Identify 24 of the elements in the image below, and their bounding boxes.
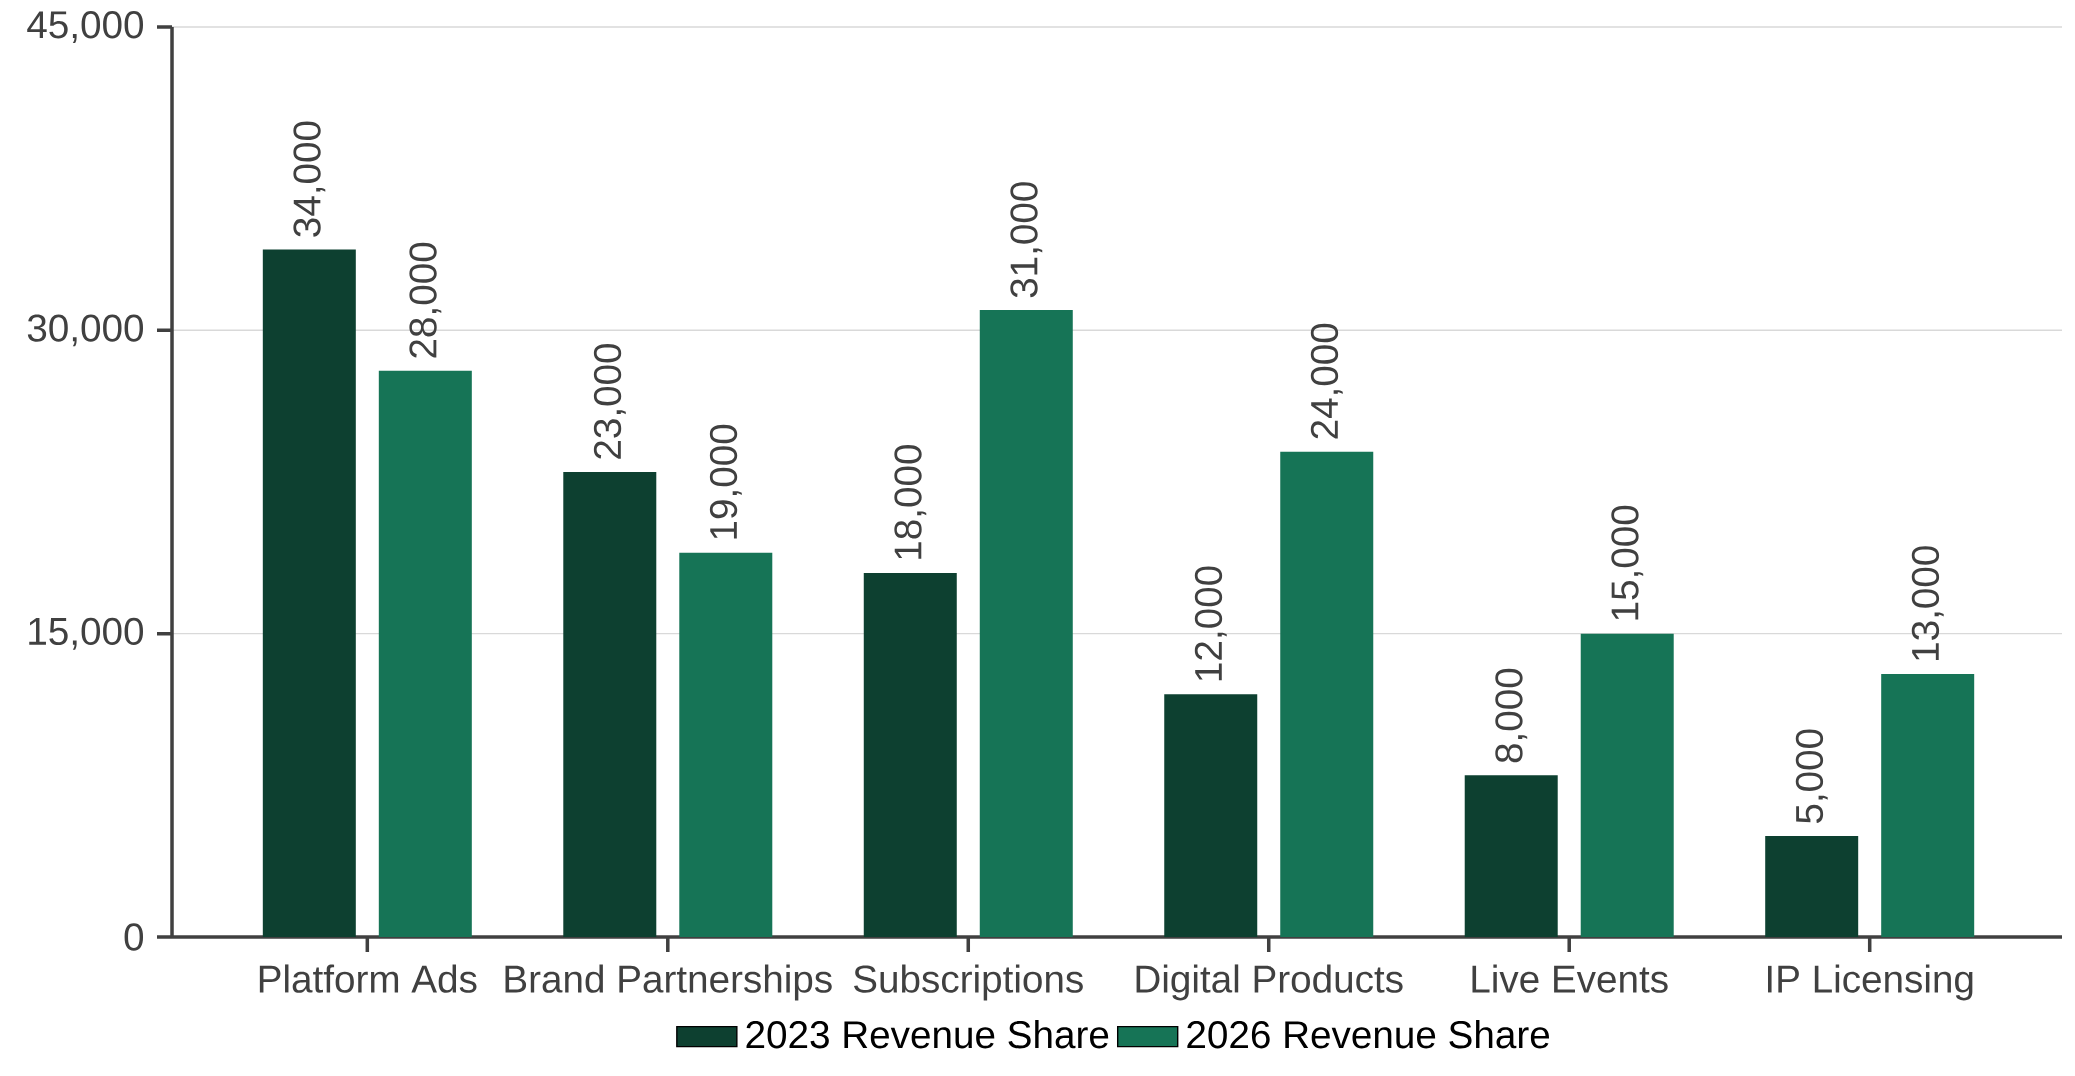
legend-label: 2023 Revenue Share: [746, 1020, 1109, 1049]
x-tick-label: Digital Products: [1136, 964, 1403, 1001]
y-tick-label: 15,000: [29, 617, 144, 650]
x-tick-label: IP Licensing: [1767, 964, 1973, 1001]
y-tick-label: 45,000: [27, 11, 144, 43]
data-label: 23,000: [593, 343, 626, 459]
x-tick-label: Platform Ads: [259, 964, 477, 993]
data-label: 5,000: [1795, 729, 1828, 824]
data-label: 34,000: [293, 121, 326, 237]
data-label: 13,000: [1911, 546, 1944, 660]
data-label: 15,000: [1611, 505, 1644, 620]
data-label: 24,000: [1310, 323, 1343, 439]
legend-label: 2026 Revenue Share: [1187, 1020, 1550, 1049]
data-label: 8,000: [1495, 668, 1528, 763]
x-tick-label: Subscriptions: [853, 964, 1083, 1001]
data-label: 18,000: [894, 445, 927, 559]
y-tick-label: 0: [124, 923, 144, 951]
data-label: 28,000: [409, 242, 442, 358]
data-label: 19,000: [709, 424, 742, 539]
data-label: 12,000: [1194, 566, 1227, 681]
x-tick-label: Brand Partnerships: [505, 964, 832, 1001]
x-tick-label: Live Events: [1472, 964, 1668, 993]
data-label: 31,000: [1010, 182, 1043, 298]
y-tick-label: 30,000: [27, 314, 144, 347]
